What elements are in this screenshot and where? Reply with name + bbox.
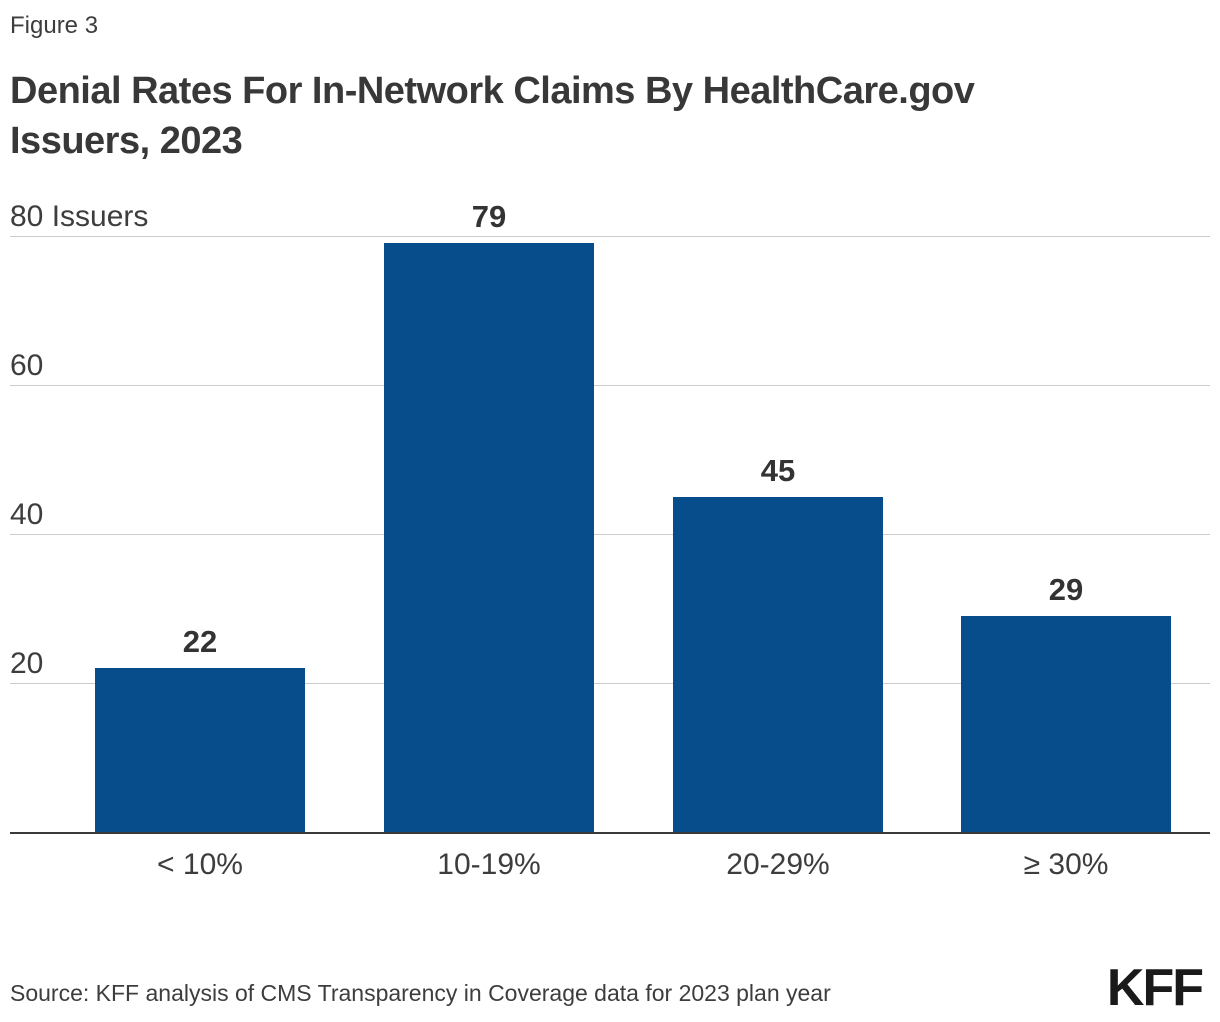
- chart-title: Denial Rates For In-Network Claims By He…: [10, 66, 975, 166]
- y-tick-label-80: 80 Issuers: [10, 200, 149, 233]
- plot-area: 20 40 60 80 Issuers 22 < 10% 79 10-19% 45 20-29% 2…: [10, 199, 1210, 881]
- bar-value-label: 29: [1048, 572, 1084, 607]
- gridline-80: [10, 236, 1210, 237]
- bar-< 10%: [95, 668, 305, 832]
- figure-label: Figure 3: [10, 12, 99, 39]
- x-category-label: ≥ 30%: [1023, 848, 1109, 881]
- bar-10-19%: [384, 243, 594, 832]
- gridline-20: [10, 683, 1210, 684]
- x-axis-line: [10, 832, 1210, 834]
- x-category-label: 20-29%: [726, 848, 830, 881]
- chart-title-line-1: Denial Rates For In-Network Claims By He…: [10, 70, 975, 112]
- bar-value-label: 45: [760, 453, 796, 488]
- bar-group-1: 22: [95, 624, 305, 832]
- kff-logo: KFF: [1106, 959, 1204, 1017]
- bar-group-3: 45: [673, 453, 883, 832]
- y-tick-label-20: 20: [10, 647, 44, 680]
- source-note: Source: KFF analysis of CMS Transparency…: [10, 980, 831, 1006]
- gridline-60: [10, 385, 1210, 386]
- y-tick-label-40: 40: [10, 498, 44, 531]
- gridline-40: [10, 534, 1210, 535]
- bar-≥ 30%: [961, 616, 1171, 832]
- bar-20-29%: [673, 497, 883, 832]
- chart-title-line-2: Issuers, 2023: [10, 120, 243, 162]
- bar-group-4: 29: [961, 572, 1171, 832]
- bar-value-label: 79: [471, 199, 507, 234]
- x-category-label: < 10%: [157, 848, 243, 881]
- x-category-label: 10-19%: [437, 848, 541, 881]
- bar-group-2: 79: [384, 199, 594, 832]
- bar-value-label: 22: [182, 624, 218, 659]
- y-tick-label-60: 60: [10, 349, 44, 382]
